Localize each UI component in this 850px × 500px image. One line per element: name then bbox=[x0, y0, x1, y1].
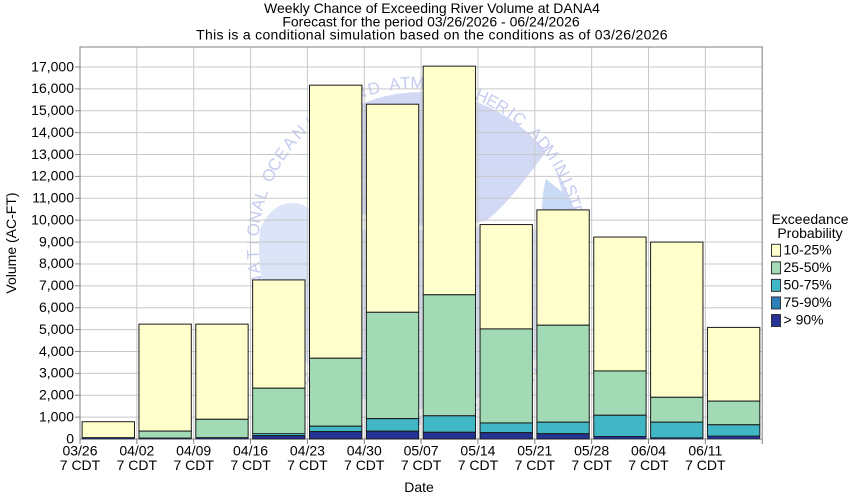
svg-text:T: T bbox=[243, 249, 262, 260]
svg-text:05/14: 05/14 bbox=[460, 443, 495, 459]
svg-text:3,000: 3,000 bbox=[39, 365, 74, 381]
svg-text:6,000: 6,000 bbox=[39, 299, 74, 315]
svg-text:A: A bbox=[244, 261, 264, 275]
svg-text:05/28: 05/28 bbox=[574, 443, 609, 459]
svg-text:8,000: 8,000 bbox=[39, 255, 74, 271]
svg-text:04/02: 04/02 bbox=[119, 443, 154, 459]
svg-text:04/16: 04/16 bbox=[233, 443, 268, 459]
svg-text:I: I bbox=[557, 175, 576, 187]
svg-text:75-90%: 75-90% bbox=[784, 294, 832, 310]
svg-text:10,000: 10,000 bbox=[31, 211, 74, 227]
svg-text:1,000: 1,000 bbox=[39, 408, 74, 424]
svg-text:7 CDT: 7 CDT bbox=[401, 457, 442, 473]
svg-text:06/04: 06/04 bbox=[631, 443, 666, 459]
svg-text:05/07: 05/07 bbox=[404, 443, 439, 459]
svg-text:50-75%: 50-75% bbox=[784, 277, 832, 293]
svg-text:25-50%: 25-50% bbox=[784, 259, 832, 275]
svg-text:T: T bbox=[563, 194, 584, 209]
svg-text:This is a conditional simulati: This is a conditional simulation based o… bbox=[196, 27, 668, 43]
svg-text:11,000: 11,000 bbox=[32, 190, 74, 206]
svg-text:17,000: 17,000 bbox=[31, 58, 74, 74]
svg-text:7 CDT: 7 CDT bbox=[60, 457, 101, 473]
svg-text:O: O bbox=[244, 222, 264, 237]
svg-text:12,000: 12,000 bbox=[31, 168, 74, 184]
svg-text:Exceedance: Exceedance bbox=[771, 211, 848, 227]
svg-text:Volume (AC-FT): Volume (AC-FT) bbox=[3, 192, 19, 293]
svg-text:10-25%: 10-25% bbox=[784, 242, 832, 258]
svg-text:Probability: Probability bbox=[777, 225, 842, 241]
svg-text:14,000: 14,000 bbox=[31, 124, 74, 140]
svg-text:05/21: 05/21 bbox=[517, 443, 552, 459]
svg-text:Weekly Chance of Exceeding Riv: Weekly Chance of Exceeding River Volume … bbox=[264, 0, 600, 16]
svg-text:> 90%: > 90% bbox=[784, 312, 824, 328]
svg-text:7 CDT: 7 CDT bbox=[458, 457, 499, 473]
svg-text:M: M bbox=[410, 73, 424, 92]
svg-text:7 CDT: 7 CDT bbox=[230, 457, 271, 473]
svg-text:7 CDT: 7 CDT bbox=[571, 457, 612, 473]
svg-text:7 CDT: 7 CDT bbox=[515, 457, 556, 473]
svg-text:06/11: 06/11 bbox=[688, 443, 722, 459]
svg-text:4,000: 4,000 bbox=[39, 343, 74, 359]
svg-text:7,000: 7,000 bbox=[39, 277, 74, 293]
svg-text:5,000: 5,000 bbox=[39, 321, 74, 337]
svg-text:15,000: 15,000 bbox=[31, 102, 74, 118]
svg-text:7 CDT: 7 CDT bbox=[287, 457, 328, 473]
svg-text:7 CDT: 7 CDT bbox=[117, 457, 158, 473]
svg-text:Forecast for the period 03/26/: Forecast for the period 03/26/2026 - 06/… bbox=[282, 13, 580, 29]
svg-text:16,000: 16,000 bbox=[31, 80, 74, 96]
svg-text:7 CDT: 7 CDT bbox=[685, 457, 726, 473]
svg-text:04/30: 04/30 bbox=[347, 443, 382, 459]
svg-text:04/23: 04/23 bbox=[290, 443, 325, 459]
svg-text:7 CDT: 7 CDT bbox=[173, 457, 214, 473]
svg-text:9,000: 9,000 bbox=[39, 233, 74, 249]
svg-text:7 CDT: 7 CDT bbox=[628, 457, 669, 473]
svg-text:13,000: 13,000 bbox=[31, 146, 74, 162]
svg-text:Date: Date bbox=[404, 479, 434, 495]
svg-text:2,000: 2,000 bbox=[39, 387, 74, 403]
svg-text:04/09: 04/09 bbox=[176, 443, 211, 459]
svg-text:03/26: 03/26 bbox=[62, 443, 97, 459]
svg-text:0: 0 bbox=[66, 430, 74, 446]
svg-text:7 CDT: 7 CDT bbox=[344, 457, 385, 473]
svg-text:T: T bbox=[399, 73, 411, 93]
